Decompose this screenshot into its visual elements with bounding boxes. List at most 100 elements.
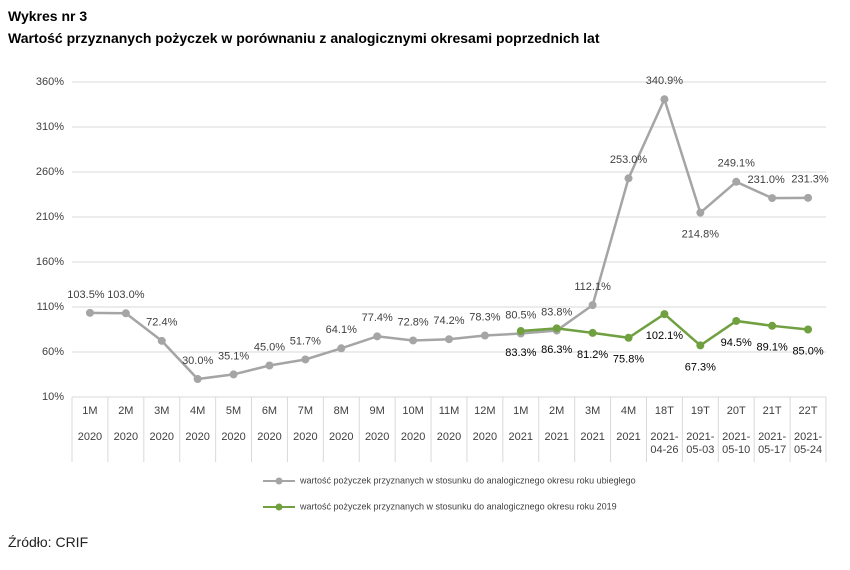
- x-tick-label: 11M: [438, 405, 460, 417]
- source: Źródło: CRIF: [8, 534, 89, 550]
- x-group-label: 2020: [113, 431, 139, 443]
- x-group-label: 2021-05-24: [793, 431, 823, 456]
- data-point: [552, 324, 561, 333]
- legend-marker: [275, 503, 283, 511]
- data-label: 249.1%: [718, 158, 756, 170]
- x-group-label: 2021-05-17: [758, 431, 787, 456]
- data-label: 74.2%: [433, 315, 464, 327]
- data-point: [732, 316, 741, 325]
- data-point: [768, 321, 777, 330]
- data-label: 94.5%: [721, 337, 752, 349]
- x-tick-label: 4M: [620, 405, 637, 417]
- data-point: [732, 177, 741, 186]
- data-point: [696, 208, 705, 217]
- x-tick-label: 19T: [690, 405, 710, 417]
- data-label: 35.1%: [218, 350, 249, 362]
- x-tick-label: 1M: [513, 405, 529, 417]
- x-group-label: 2021: [616, 431, 641, 443]
- data-label: 231.3%: [791, 174, 829, 186]
- x-tick-label: 2M: [549, 405, 565, 417]
- data-label: 89.1%: [757, 342, 788, 354]
- data-label: 51.7%: [290, 335, 321, 347]
- x-group-label: 2021: [508, 431, 534, 443]
- y-tick-label: 60%: [42, 346, 64, 358]
- x-tick-label: 7M: [297, 405, 313, 417]
- data-point: [660, 310, 669, 319]
- x-group-label: 2020: [257, 431, 282, 443]
- data-label: 253.0%: [610, 154, 648, 166]
- data-label: 231.0%: [747, 174, 785, 186]
- data-point: [696, 341, 705, 350]
- x-tick-label: 21T: [762, 405, 782, 417]
- data-label: 67.3%: [685, 361, 716, 373]
- x-tick-label: 1M: [82, 405, 98, 417]
- data-label: 83.8%: [541, 306, 572, 318]
- y-tick-label: 10%: [42, 391, 64, 403]
- chart-subtitle: Wartość przyznanych pożyczek w porównani…: [8, 30, 600, 46]
- x-group-label: 2021: [580, 431, 605, 443]
- x-tick-label: 2M: [118, 405, 134, 417]
- data-label: 80.5%: [505, 309, 536, 321]
- data-point: [85, 308, 94, 317]
- x-group-label: 2020: [293, 431, 318, 443]
- x-tick-label: 3M: [154, 405, 170, 417]
- y-tick-label: 260%: [36, 166, 64, 178]
- legend-marker: [275, 477, 283, 485]
- legend-label: wartość pożyczek przyznanych w stosunku …: [299, 501, 617, 511]
- x-tick-label: 8M: [333, 405, 349, 417]
- data-label: 83.3%: [505, 347, 536, 359]
- data-point: [588, 328, 597, 337]
- data-point: [768, 194, 777, 203]
- data-point: [229, 370, 238, 379]
- x-group-label: 2020: [221, 431, 246, 443]
- chart-title: Wykres nr 3: [8, 8, 88, 24]
- data-label: 340.9%: [646, 75, 684, 87]
- x-group-label: 2020: [364, 431, 390, 443]
- data-point: [373, 332, 382, 341]
- x-group-label: 2020: [185, 431, 210, 443]
- y-tick-label: 110%: [37, 301, 65, 313]
- x-tick-label: 10M: [402, 405, 424, 417]
- data-label: 103.0%: [107, 289, 145, 301]
- y-tick-label: 310%: [36, 121, 64, 133]
- x-group-label: 2020: [149, 431, 174, 443]
- x-tick-label: 6M: [261, 405, 278, 417]
- data-point: [193, 375, 202, 383]
- data-point: [337, 344, 346, 353]
- x-tick-label: 20T: [726, 405, 746, 417]
- data-point: [660, 95, 669, 104]
- data-label: 112.1%: [574, 281, 611, 293]
- data-label: 75.8%: [613, 354, 644, 366]
- x-group-label: 2020: [329, 431, 354, 443]
- data-label: 45.0%: [254, 341, 285, 353]
- data-point: [804, 325, 813, 334]
- data-point: [157, 336, 166, 345]
- data-point: [445, 335, 453, 344]
- data-point: [301, 355, 310, 364]
- data-label: 85.0%: [792, 345, 823, 357]
- legend-label: wartość pożyczek przyznanych w stosunku …: [299, 475, 636, 485]
- data-point: [480, 331, 489, 340]
- x-group-label: 2020: [472, 431, 498, 443]
- data-label: 78.3%: [469, 311, 500, 323]
- x-group-label: 2021-05-10: [722, 431, 751, 456]
- data-point: [409, 336, 418, 345]
- data-label: 103.5%: [67, 289, 105, 301]
- data-label: 81.2%: [577, 349, 608, 361]
- x-tick-label: 4M: [190, 405, 206, 417]
- x-tick-label: 5M: [225, 405, 242, 417]
- data-label: 86.3%: [541, 344, 572, 356]
- data-point: [588, 301, 597, 310]
- data-point: [624, 333, 633, 342]
- y-tick-label: 160%: [36, 256, 64, 268]
- x-group-label: 2021-05-03: [686, 431, 715, 456]
- y-tick-label: 360%: [36, 76, 64, 88]
- x-tick-label: 12M: [474, 405, 496, 417]
- x-group-label: 2021-04-26: [650, 431, 679, 456]
- x-tick-label: 9M: [369, 405, 385, 417]
- data-point: [121, 309, 130, 318]
- x-group-label: 2020: [436, 431, 462, 443]
- x-group-label: 2021: [544, 431, 569, 443]
- data-label: 77.4%: [362, 312, 393, 324]
